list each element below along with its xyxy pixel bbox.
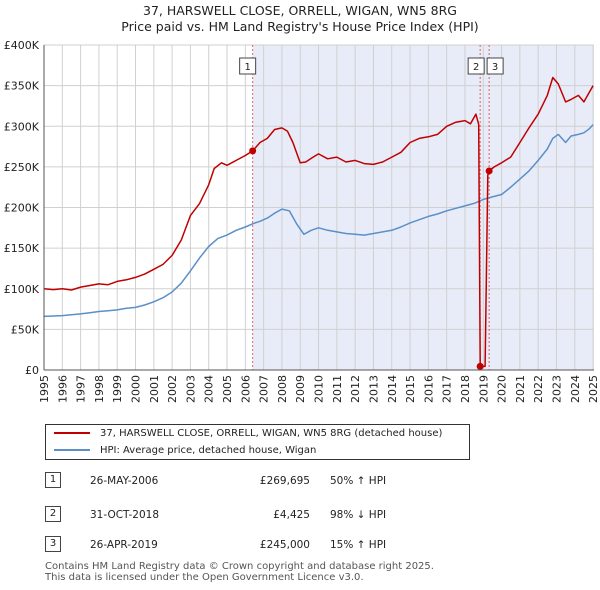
sale-marker-label: 1: [244, 62, 250, 73]
x-tick-label: 2020: [496, 375, 509, 403]
sale-marker-box: [467, 57, 485, 75]
x-tick-label: 2024: [569, 375, 582, 403]
y-tick-label: £150K: [4, 242, 40, 255]
x-tick-label: 2005: [221, 375, 234, 403]
x-tick-label: 2002: [166, 375, 179, 403]
x-tick-label: 1999: [111, 375, 124, 403]
x-tick-label: 2013: [367, 375, 380, 403]
legend-swatch-hpi: [54, 449, 90, 451]
sale-hpi-change: 98% ↓ HPI: [330, 509, 387, 521]
sale-row: 2 31-OCT-2018 £4,425 98% ↓ HPI: [45, 505, 465, 525]
sale-marker-box: [239, 57, 257, 75]
sale-price: £4,425: [273, 509, 310, 521]
sale-row: 1 26-MAY-2006 £269,695 50% ↑ HPI: [45, 471, 465, 491]
y-tick-label: £300K: [4, 120, 40, 133]
x-tick-label: 2023: [550, 375, 563, 403]
x-tick-label: 2019: [477, 375, 490, 403]
x-tick-label: 1996: [56, 375, 69, 403]
legend-swatch-property: [54, 432, 90, 434]
sale-number-badge: 3: [45, 536, 61, 552]
sale-marker-label: 2: [473, 62, 479, 73]
x-tick-label: 2008: [276, 375, 289, 403]
sale-price: £269,695: [259, 475, 310, 487]
x-tick-label: 2018: [459, 375, 472, 403]
x-tick-label: 2014: [386, 375, 399, 403]
sale-point: [485, 167, 493, 175]
x-tick-label: 2011: [331, 375, 344, 403]
y-tick-label: £100K: [4, 283, 40, 296]
y-tick-label: £250K: [4, 161, 40, 174]
sale-number-badge: 2: [45, 506, 61, 522]
legend-item-hpi: HPI: Average price, detached house, Wiga…: [54, 443, 316, 459]
sale-point: [476, 362, 484, 370]
x-tick-label: 2012: [349, 375, 362, 403]
chart-title-line2: Price paid vs. HM Land Registry's House …: [121, 19, 479, 34]
x-tick-label: 2021: [514, 375, 527, 403]
sale-marker-label: 3: [492, 62, 498, 73]
price-chart: 1 2 3 £0 £50K £100K £150K £200K £250K £300K £350K £…: [4, 39, 600, 403]
x-tick-label: 2006: [239, 375, 252, 403]
sale-row: 3 26-APR-2019 £245,000 15% ↑ HPI: [45, 535, 465, 555]
x-tick-label: 2007: [258, 375, 271, 403]
x-tick-label: 2010: [313, 375, 326, 403]
x-tick-label: 2015: [404, 375, 417, 403]
sale-marker-box: [486, 57, 504, 75]
sale-date: 26-MAY-2006: [90, 475, 159, 487]
x-tick-label: 2000: [130, 375, 143, 403]
footer-attribution: Contains HM Land Registry data © Crown c…: [45, 561, 434, 583]
property-price-line: [43, 76, 594, 368]
x-tick-label: 2001: [148, 375, 161, 403]
x-tick-label: 2025: [587, 375, 600, 403]
sale-hpi-change: 50% ↑ HPI: [330, 475, 387, 487]
sale-point: [249, 147, 257, 155]
x-tick-label: 2009: [294, 375, 307, 403]
y-tick-label: £400K: [4, 39, 40, 52]
footer-line1: Contains HM Land Registry data © Crown c…: [45, 561, 434, 572]
x-tick-label: 1998: [93, 375, 106, 403]
chart-title: 37, HARSWELL CLOSE, ORRELL, WIGAN, WN5 8…: [0, 3, 600, 35]
hpi-line: [43, 124, 594, 318]
x-tick-label: 1995: [38, 375, 51, 403]
sale-hpi-change: 15% ↑ HPI: [330, 539, 387, 551]
x-tick-label: 2016: [422, 375, 435, 403]
sale-date: 31-OCT-2018: [90, 509, 159, 521]
y-tick-label: £350K: [4, 80, 40, 93]
sale-date: 26-APR-2019: [90, 539, 158, 551]
sale-price: £245,000: [259, 539, 310, 551]
x-tick-label: 1997: [75, 375, 88, 403]
y-tick-label: £0: [25, 364, 39, 377]
y-tick-label: £50K: [11, 323, 40, 336]
x-tick-label: 2022: [532, 375, 545, 403]
x-tick-label: 2017: [441, 375, 454, 403]
legend-item-property: 37, HARSWELL CLOSE, ORRELL, WIGAN, WN5 8…: [54, 426, 442, 442]
footer-line2: This data is licensed under the Open Gov…: [45, 572, 364, 583]
x-tick-label: 2003: [184, 375, 197, 403]
chart-title-line1: 37, HARSWELL CLOSE, ORRELL, WIGAN, WN5 8…: [143, 3, 457, 18]
legend-label-hpi: HPI: Average price, detached house, Wiga…: [100, 445, 317, 456]
x-tick-label: 2004: [203, 375, 216, 403]
legend: 37, HARSWELL CLOSE, ORRELL, WIGAN, WN5 8…: [45, 424, 470, 460]
legend-label-property: 37, HARSWELL CLOSE, ORRELL, WIGAN, WN5 8…: [100, 428, 443, 439]
sale-number-badge: 1: [45, 472, 61, 488]
y-tick-label: £200K: [4, 202, 40, 215]
